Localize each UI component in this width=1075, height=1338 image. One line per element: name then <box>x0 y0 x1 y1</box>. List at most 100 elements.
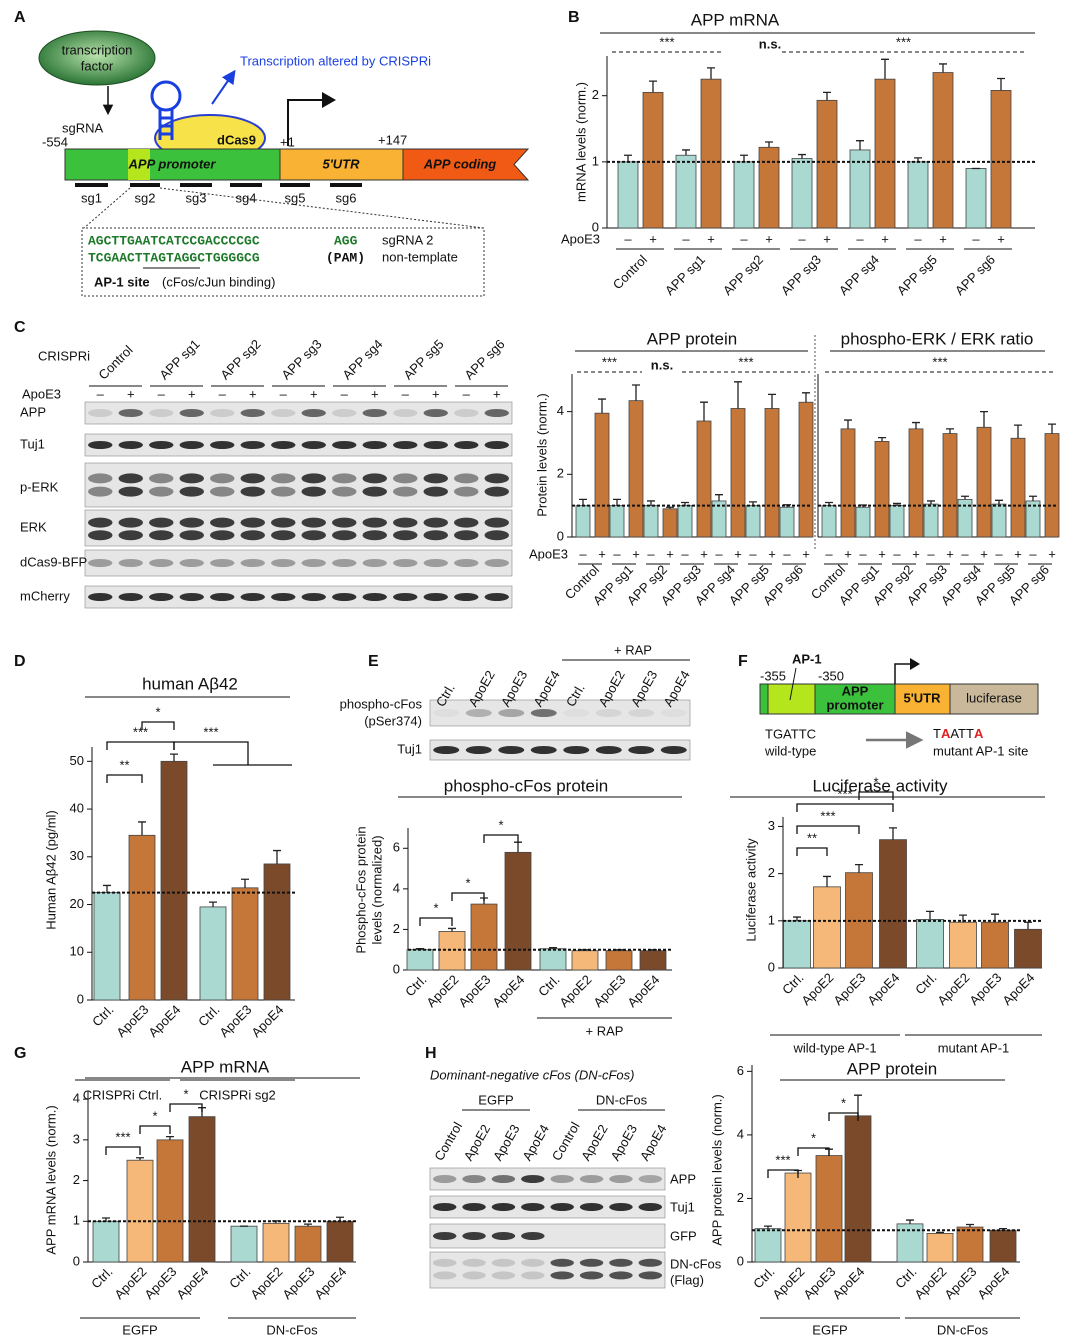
chart-title: APP protein <box>847 1059 937 1078</box>
bar <box>844 1115 872 1263</box>
x-tick-label: ApoE3 <box>279 1264 317 1302</box>
significance: * <box>841 1095 846 1110</box>
error-bar <box>961 495 969 500</box>
bar <box>784 1172 812 1263</box>
blot-band <box>595 709 622 717</box>
lane-label: ApoE4 <box>519 1122 552 1163</box>
significance: *** <box>738 354 753 369</box>
blot-band <box>521 1175 545 1183</box>
segment-label: 5'UTR <box>903 690 941 705</box>
row-label: Tuj1 <box>397 741 422 756</box>
seq-top: AGCTTGAATCATCCGACCCCGC <box>88 233 260 248</box>
legend-sign: – <box>859 546 867 561</box>
significance: *** <box>932 354 947 369</box>
group-label: mutant AP-1 <box>938 1040 1010 1055</box>
blot-strip <box>84 585 513 609</box>
blot-band <box>454 473 479 484</box>
blot-band <box>484 517 509 528</box>
segment-label: APP <box>842 683 869 698</box>
y-tick-label: 4 <box>737 1126 744 1141</box>
legend-sign: – <box>749 546 757 561</box>
error-bar <box>856 140 864 150</box>
error-bar <box>878 436 886 442</box>
error-bar <box>103 884 111 893</box>
bar <box>677 505 693 538</box>
bar <box>942 433 958 538</box>
y-axis-label: APP protein levels (norm.) <box>709 1094 724 1246</box>
blot-band <box>579 1175 604 1183</box>
error-bar <box>926 910 934 920</box>
significance-bracket <box>483 834 519 843</box>
error-bar <box>138 821 146 836</box>
blot-band <box>362 473 387 484</box>
significance-bracket <box>767 1169 799 1178</box>
bar <box>199 906 227 1001</box>
row-label: Tuj1 <box>670 1199 695 1214</box>
y-tick-label: 20 <box>70 896 84 911</box>
y-tick-label: 1 <box>592 153 599 168</box>
blot-band <box>210 441 235 449</box>
blot-band <box>491 1258 516 1267</box>
ap1-region <box>767 683 816 715</box>
segment-label: 5'UTR <box>322 156 360 171</box>
row-label: GFP <box>670 1228 697 1243</box>
group-label: wild-type AP-1 <box>792 1040 876 1055</box>
error-bar <box>170 753 178 762</box>
bar <box>617 161 639 229</box>
significance-bracket <box>451 892 485 901</box>
bar <box>798 401 814 538</box>
position: +147 <box>378 132 407 147</box>
base: ATT <box>950 726 974 741</box>
legend-sign: + <box>768 546 776 561</box>
chart-title: APP mRNA <box>181 1057 270 1076</box>
tss-arrow <box>894 663 912 684</box>
x-tick-label: ApoE2 <box>111 1264 149 1302</box>
bar <box>642 91 664 229</box>
blot-band <box>179 593 204 601</box>
error-bar <box>682 149 690 156</box>
bar <box>981 921 1009 969</box>
panel-label: G <box>14 1045 26 1062</box>
blot-band <box>149 473 174 484</box>
error-bar <box>649 80 657 93</box>
blot-band <box>521 1203 545 1211</box>
lane-label: ApoE2 <box>461 1122 494 1163</box>
bar <box>855 506 871 538</box>
blot-band <box>271 559 296 567</box>
blot-band <box>118 559 143 567</box>
guide-label: sg5 <box>285 190 306 205</box>
blot-band <box>638 1271 663 1280</box>
chart-title: APP mRNA <box>691 10 780 29</box>
x-tick-label: Ctrl. <box>88 1264 115 1291</box>
blot-band <box>484 473 509 484</box>
y-tick-label: 10 <box>70 944 84 959</box>
sign: – <box>97 386 105 401</box>
treatment-label: ApoE3 <box>529 546 568 561</box>
group-label: + RAP <box>614 642 652 657</box>
legend-sign: – <box>893 546 901 561</box>
legend-sign: – <box>613 546 621 561</box>
blot-band <box>432 1203 457 1211</box>
blot-band <box>498 709 525 717</box>
site-label: AP-1 <box>792 651 822 666</box>
y-axis-label: levels (normalized) <box>369 835 384 944</box>
blot-band <box>362 486 387 497</box>
error-bar <box>666 506 674 509</box>
significance-bracket <box>141 721 175 730</box>
sign: + <box>249 386 257 401</box>
group-label: DN-cFos <box>937 1322 989 1337</box>
utr <box>894 683 951 715</box>
significance: * <box>152 1108 157 1123</box>
y-tick-label: 4 <box>393 880 400 895</box>
lane-label: APP sg5 <box>400 336 446 382</box>
blot-band <box>628 746 655 754</box>
error-bar <box>700 401 708 422</box>
blot-band <box>550 1175 574 1183</box>
bar <box>889 505 905 538</box>
lane-label: ApoE2 <box>578 1122 611 1163</box>
significance: *** <box>837 786 852 801</box>
sign: – <box>158 386 166 401</box>
sign: – <box>341 386 349 401</box>
site-label: AP-1 site <box>94 274 150 289</box>
